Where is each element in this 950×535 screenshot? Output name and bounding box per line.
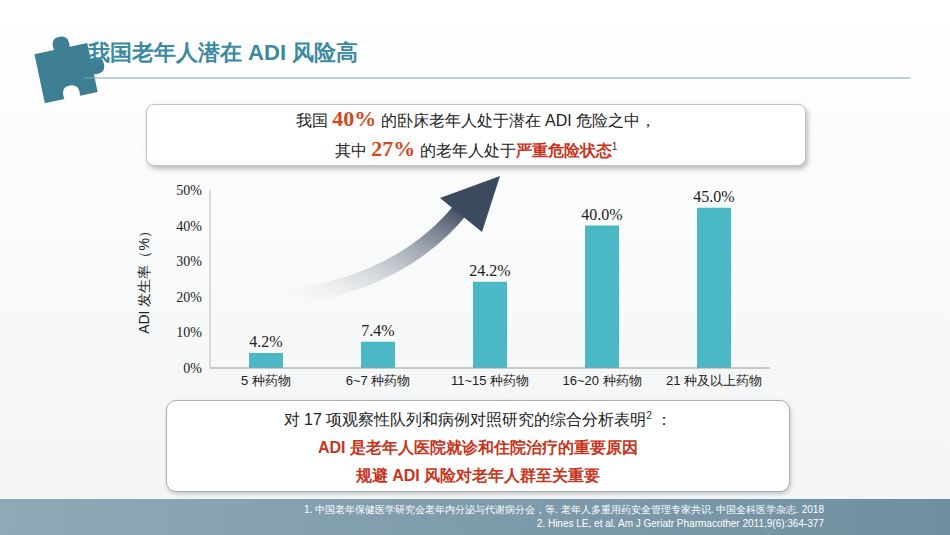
svg-text:40%: 40% xyxy=(176,219,202,234)
svg-text:20%: 20% xyxy=(176,290,202,305)
svg-text:5 种药物: 5 种药物 xyxy=(241,373,291,388)
svg-text:40.0%: 40.0% xyxy=(581,206,622,223)
html-text:规避 ADI 风险对老年人群至关重要: 规避 ADI 风险对老年人群至关重要 xyxy=(355,467,601,485)
html-text:对 17 项观察性队列和病例对照研究的综合分析表明2：: 对 17 项观察性队列和病例对照研究的综合分析表明2： xyxy=(283,409,673,429)
svg-text:30%: 30% xyxy=(176,254,202,269)
svg-text:50%: 50% xyxy=(176,183,202,198)
html-text:1. 中国老年保健医学研究会老年内分泌与代谢病分会，等. 老: 1. 中国老年保健医学研究会老年内分泌与代谢病分会，等. 老年人多重用药安全管理… xyxy=(304,504,824,515)
html-text:ADI 是老年人医院就诊和住院治疗的重要原因: ADI 是老年人医院就诊和住院治疗的重要原因 xyxy=(318,439,638,457)
html-text:我国老年人潜在 ADI 风险高: 我国老年人潜在 ADI 风险高 xyxy=(88,40,359,65)
svg-text:11~15 种药物: 11~15 种药物 xyxy=(451,373,529,388)
svg-text:4.2%: 4.2% xyxy=(249,333,282,350)
svg-text:6~7 种药物: 6~7 种药物 xyxy=(346,373,411,388)
html-text:我国40%的卧床老年人处于潜在 ADI 危险之中，: 我国40%的卧床老年人处于潜在 ADI 危险之中， xyxy=(295,105,657,131)
svg-text:16~20 种药物: 16~20 种药物 xyxy=(562,373,641,388)
svg-text:24.2%: 24.2% xyxy=(469,262,510,279)
html-text:其中27%的老年人处于严重危险状态1: 其中27%的老年人处于严重危险状态1 xyxy=(334,136,618,162)
svg-text:0%: 0% xyxy=(183,361,202,376)
svg-text:10%: 10% xyxy=(176,325,202,340)
svg-text:45.0%: 45.0% xyxy=(693,188,734,205)
svg-text:ADI 发生率（%）: ADI 发生率（%） xyxy=(136,224,152,334)
svg-text:21 种及以上药物: 21 种及以上药物 xyxy=(666,373,762,388)
html-text:2. Hines LE, et al. Am J Geria: 2. Hines LE, et al. Am J Geriatr Pharmac… xyxy=(536,518,824,529)
svg-text:7.4%: 7.4% xyxy=(361,322,394,339)
